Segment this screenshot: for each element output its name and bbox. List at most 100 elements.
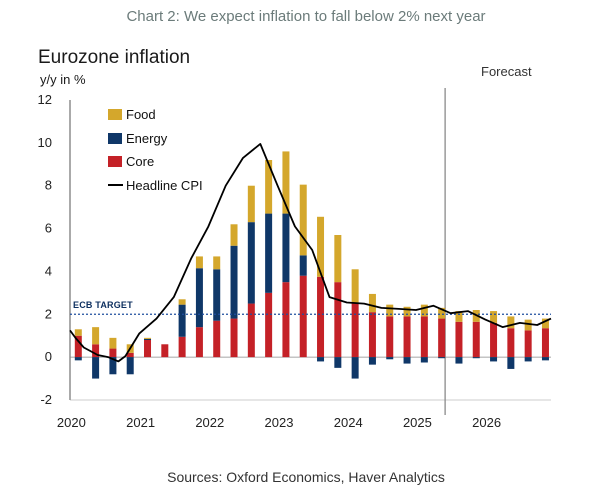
bar-core (299, 275, 307, 358)
bar-core (144, 340, 152, 358)
x-tick-label: 2024 (334, 415, 363, 430)
chart-caption: Chart 2: We expect inflation to fall bel… (126, 8, 486, 25)
y-tick-label: 4 (45, 263, 52, 278)
headline-line-layer (69, 142, 552, 363)
bar-core (507, 328, 515, 358)
bar-food (92, 327, 100, 345)
bar-core (92, 344, 100, 358)
bar-food (420, 304, 428, 317)
legend-item-energy: Energy (108, 127, 203, 151)
bar-energy (507, 357, 515, 369)
bar-core (282, 282, 290, 358)
bar-energy (403, 357, 411, 364)
bar-core (524, 330, 532, 358)
x-tick-label: 2023 (265, 415, 294, 430)
bar-energy (247, 222, 255, 304)
bar-food (144, 337, 152, 339)
legend-swatch-core (108, 156, 122, 168)
y-tick-label: 6 (45, 221, 52, 236)
bar-core (247, 303, 255, 358)
legend-item-core: Core (108, 150, 203, 174)
bar-food (507, 316, 515, 329)
legend-swatch-energy (108, 132, 122, 144)
legend-label-energy: Energy (126, 130, 168, 146)
bar-energy (144, 338, 152, 340)
x-tick-label: 2025 (403, 415, 432, 430)
legend-label-headline: Headline CPI (126, 177, 203, 193)
x-tick-label: 2020 (57, 415, 86, 430)
bar-energy (195, 268, 203, 328)
bar-energy (541, 357, 549, 361)
bar-core (420, 316, 428, 358)
bar-core (317, 276, 325, 358)
bar-core (386, 316, 394, 358)
bar-energy (438, 357, 446, 359)
bar-energy (490, 357, 498, 362)
y-tick-label: -2 (40, 392, 52, 407)
bars-layer (74, 151, 549, 379)
bar-food (438, 307, 446, 319)
y-tick-label: 0 (45, 349, 52, 364)
bar-food (317, 216, 325, 277)
bar-energy (178, 304, 186, 337)
legend-item-headline: Headline CPI (108, 174, 203, 198)
bar-core (472, 321, 480, 358)
bar-food (455, 311, 463, 322)
legend-label-food: Food (126, 107, 156, 123)
y-axis-unit-label: y/y in % (40, 72, 86, 87)
bar-food (403, 306, 411, 317)
legend-label-core: Core (126, 154, 155, 170)
bar-energy (317, 357, 325, 362)
chart-title: Eurozone inflation (38, 47, 191, 68)
bar-food (265, 160, 273, 214)
bar-core (126, 352, 134, 358)
legend-swatch-food (108, 109, 122, 121)
bar-food (490, 311, 498, 323)
bar-energy (455, 357, 463, 364)
bar-energy (351, 357, 359, 379)
bar-core (265, 292, 273, 358)
legend-item-food: Food (108, 103, 203, 127)
bar-energy (92, 357, 100, 379)
bar-food (541, 318, 549, 329)
bar-food (247, 185, 255, 223)
bar-core (230, 318, 238, 358)
bar-energy (420, 357, 428, 363)
y-tick-label: 8 (45, 178, 52, 193)
y-tick-label: 10 (38, 135, 52, 150)
bar-core (490, 322, 498, 358)
bar-food (178, 299, 186, 305)
bar-core (438, 318, 446, 358)
axes-layer: -2 0 2 4 6 8 10 12 2020 2021 2022 2023 2024 2025 2026 (38, 88, 551, 430)
bar-energy (299, 255, 307, 276)
bar-core (178, 336, 186, 358)
bar-food (195, 256, 203, 269)
y-tick-label: 2 (45, 306, 52, 321)
bar-food (282, 151, 290, 214)
x-tick-label: 2026 (472, 415, 501, 430)
x-tick-label: 2021 (126, 415, 155, 430)
bar-energy (524, 357, 532, 362)
bar-core (109, 348, 117, 358)
bar-energy (265, 213, 273, 293)
bar-core (161, 344, 169, 358)
bar-energy (334, 357, 342, 368)
bar-food (109, 337, 117, 349)
bar-energy (126, 357, 134, 375)
ecb-target-label: ECB TARGET (73, 300, 133, 310)
chart-legend: Food Energy Core Headline CPI (108, 103, 203, 197)
bar-energy (109, 357, 117, 375)
chart-source: Sources: Oxford Economics, Haver Analyti… (167, 469, 445, 485)
bar-energy (230, 245, 238, 319)
bar-core (213, 320, 221, 358)
forecast-label: Forecast (481, 64, 532, 79)
legend-swatch-headline (108, 184, 123, 187)
bar-core (74, 335, 82, 358)
bar-food (368, 293, 376, 313)
bar-energy (472, 357, 480, 359)
bar-core (368, 312, 376, 358)
bar-food (386, 304, 394, 317)
bar-core (541, 328, 549, 358)
bar-core (334, 282, 342, 358)
